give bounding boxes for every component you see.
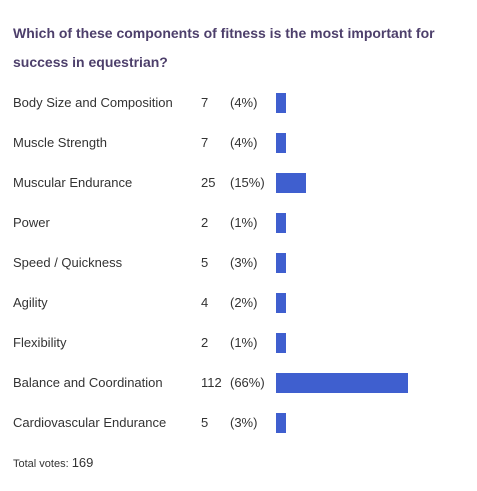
option-bar-track bbox=[276, 373, 474, 393]
option-result-bar bbox=[276, 373, 408, 393]
option-vote-count: 5 bbox=[201, 415, 209, 430]
option-vote-count: 25 bbox=[201, 175, 216, 190]
option-vote-count: 2 bbox=[201, 215, 209, 230]
option-percentage: (3%) bbox=[230, 255, 258, 270]
option-percentage: (4%) bbox=[230, 95, 258, 110]
option-label: Body Size and Composition bbox=[13, 95, 173, 110]
option-label: Muscle Strength bbox=[13, 135, 107, 150]
option-percentage: (66%) bbox=[230, 375, 265, 390]
option-label: Agility bbox=[13, 295, 48, 310]
poll-option-row: Power 2 (1%) bbox=[0, 203, 477, 243]
poll-option-row: Agility 4 (2%) bbox=[0, 283, 477, 323]
option-percentage: (3%) bbox=[230, 415, 258, 430]
option-label: Speed / Quickness bbox=[13, 255, 123, 270]
total-votes-label: Total votes: bbox=[13, 458, 69, 470]
option-result-bar bbox=[276, 253, 286, 273]
option-bar-track bbox=[276, 213, 474, 233]
poll-option-row: Muscle Strength 7 (4%) bbox=[0, 123, 477, 163]
option-vote-count: 7 bbox=[201, 135, 209, 150]
option-bar-track bbox=[276, 293, 474, 313]
poll-option-row: Body Size and Composition 7 (4%) bbox=[0, 83, 477, 123]
option-result-bar bbox=[276, 213, 286, 233]
poll-option-row: Balance and Coordination 112 (66%) bbox=[0, 363, 477, 403]
option-vote-count: 4 bbox=[201, 295, 209, 310]
option-bar-track bbox=[276, 173, 474, 193]
option-result-bar bbox=[276, 133, 286, 153]
option-bar-track bbox=[276, 413, 474, 433]
option-percentage: (1%) bbox=[230, 335, 258, 350]
option-label: Power bbox=[13, 215, 50, 230]
option-vote-count: 5 bbox=[201, 255, 209, 270]
option-percentage: (4%) bbox=[230, 135, 258, 150]
option-vote-count: 2 bbox=[201, 335, 209, 350]
option-vote-count: 7 bbox=[201, 95, 209, 110]
option-percentage: (1%) bbox=[230, 215, 258, 230]
option-label: Cardiovascular Endurance bbox=[13, 415, 167, 430]
total-votes-count: 169 bbox=[71, 455, 94, 470]
option-label: Flexibility bbox=[13, 335, 67, 350]
poll-options-list: Body Size and Composition 7 (4%) Muscle … bbox=[0, 83, 477, 443]
option-bar-track bbox=[276, 253, 474, 273]
poll-option-row: Muscular Endurance 25 (15%) bbox=[0, 163, 477, 203]
poll-option-row: Speed / Quickness 5 (3%) bbox=[0, 243, 477, 283]
poll-option-row: Cardiovascular Endurance 5 (3%) bbox=[0, 403, 477, 443]
option-result-bar bbox=[276, 93, 286, 113]
option-bar-track bbox=[276, 93, 474, 113]
total-votes: Total votes: 169 bbox=[13, 455, 93, 470]
option-bar-track bbox=[276, 333, 474, 353]
poll-option-row: Flexibility 2 (1%) bbox=[0, 323, 477, 363]
option-label: Balance and Coordination bbox=[13, 375, 163, 390]
poll-question: Which of these components of fitness is … bbox=[13, 25, 435, 70]
option-result-bar bbox=[276, 293, 286, 313]
option-label: Muscular Endurance bbox=[13, 175, 133, 190]
option-result-bar bbox=[276, 413, 286, 433]
option-vote-count: 112 bbox=[201, 375, 222, 390]
option-result-bar bbox=[276, 333, 286, 353]
option-percentage: (15%) bbox=[230, 175, 265, 190]
option-result-bar bbox=[276, 173, 306, 193]
option-bar-track bbox=[276, 133, 474, 153]
option-percentage: (2%) bbox=[230, 295, 258, 310]
